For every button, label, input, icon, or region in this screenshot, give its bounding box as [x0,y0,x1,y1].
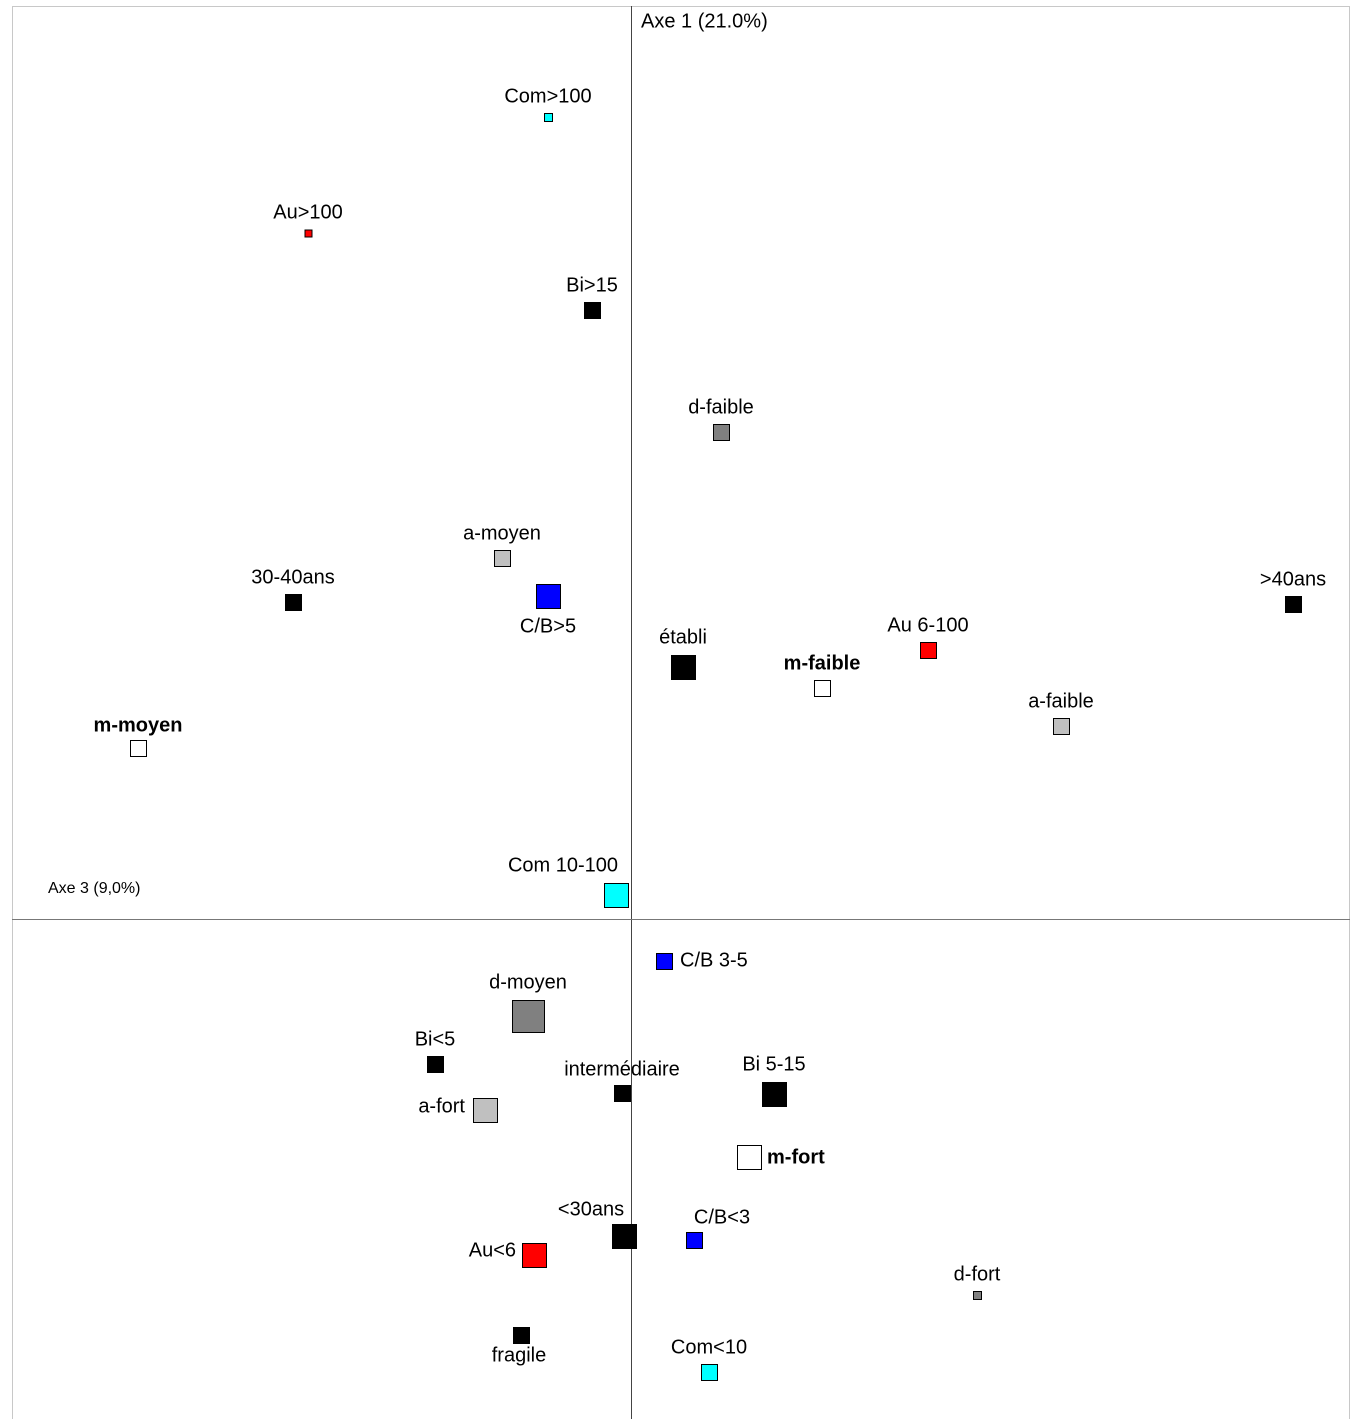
point-label: C/B<3 [694,1206,750,1228]
point-label: fragile [492,1344,546,1366]
point-marker [1285,596,1302,613]
point-marker [737,1145,762,1170]
point-label: Au<6 [469,1239,516,1261]
point-marker [513,1327,530,1344]
point-marker [304,229,313,238]
point-marker [614,1085,631,1102]
point-label: Com>100 [504,85,591,107]
point-marker [536,584,561,609]
point-label: Au 6-100 [887,614,968,636]
point-label: Com 10-100 [508,854,618,876]
point-marker [920,642,937,659]
point-marker [612,1224,637,1249]
point-label: C/B 3-5 [680,949,748,971]
point-marker [285,594,302,611]
point-label: m-fort [767,1146,825,1168]
point-marker [701,1364,718,1381]
point-label: Bi>15 [566,274,618,296]
point-label: d-fort [954,1263,1001,1285]
point-label: Au>100 [273,201,343,223]
point-label: >40ans [1260,568,1326,590]
point-marker [130,740,147,757]
point-label: <30ans [558,1198,624,1220]
point-marker [584,302,601,319]
point-marker [814,680,831,697]
point-label: d-faible [688,396,754,418]
point-marker [973,1291,982,1300]
point-label: a-faible [1028,690,1094,712]
point-marker [544,113,553,122]
point-label: Bi 5-15 [742,1053,805,1075]
point-label: établi [659,626,707,648]
point-marker [427,1056,444,1073]
point-marker [686,1232,703,1249]
point-marker [671,655,696,680]
frame [12,6,1350,1419]
point-label: m-moyen [94,714,183,736]
point-label: a-fort [418,1095,465,1117]
point-marker [512,1000,545,1033]
point-marker [494,550,511,567]
point-label: m-faible [784,652,861,674]
point-marker [713,424,730,441]
point-label: C/B>5 [520,615,576,637]
point-label: d-moyen [489,971,567,993]
point-marker [1053,718,1070,735]
point-label: Com<10 [671,1336,747,1358]
point-label: Bi<5 [415,1028,456,1050]
point-marker [604,883,629,908]
point-marker [473,1098,498,1123]
point-marker [656,953,673,970]
axis-label: Axe 1 (21.0%) [641,10,768,32]
point-marker [522,1243,547,1268]
axis-label: Axe 3 (9,0%) [48,880,140,897]
point-label: a-moyen [463,522,541,544]
point-marker [762,1082,787,1107]
point-label: intermédiaire [564,1058,680,1080]
point-label: 30-40ans [251,566,334,588]
